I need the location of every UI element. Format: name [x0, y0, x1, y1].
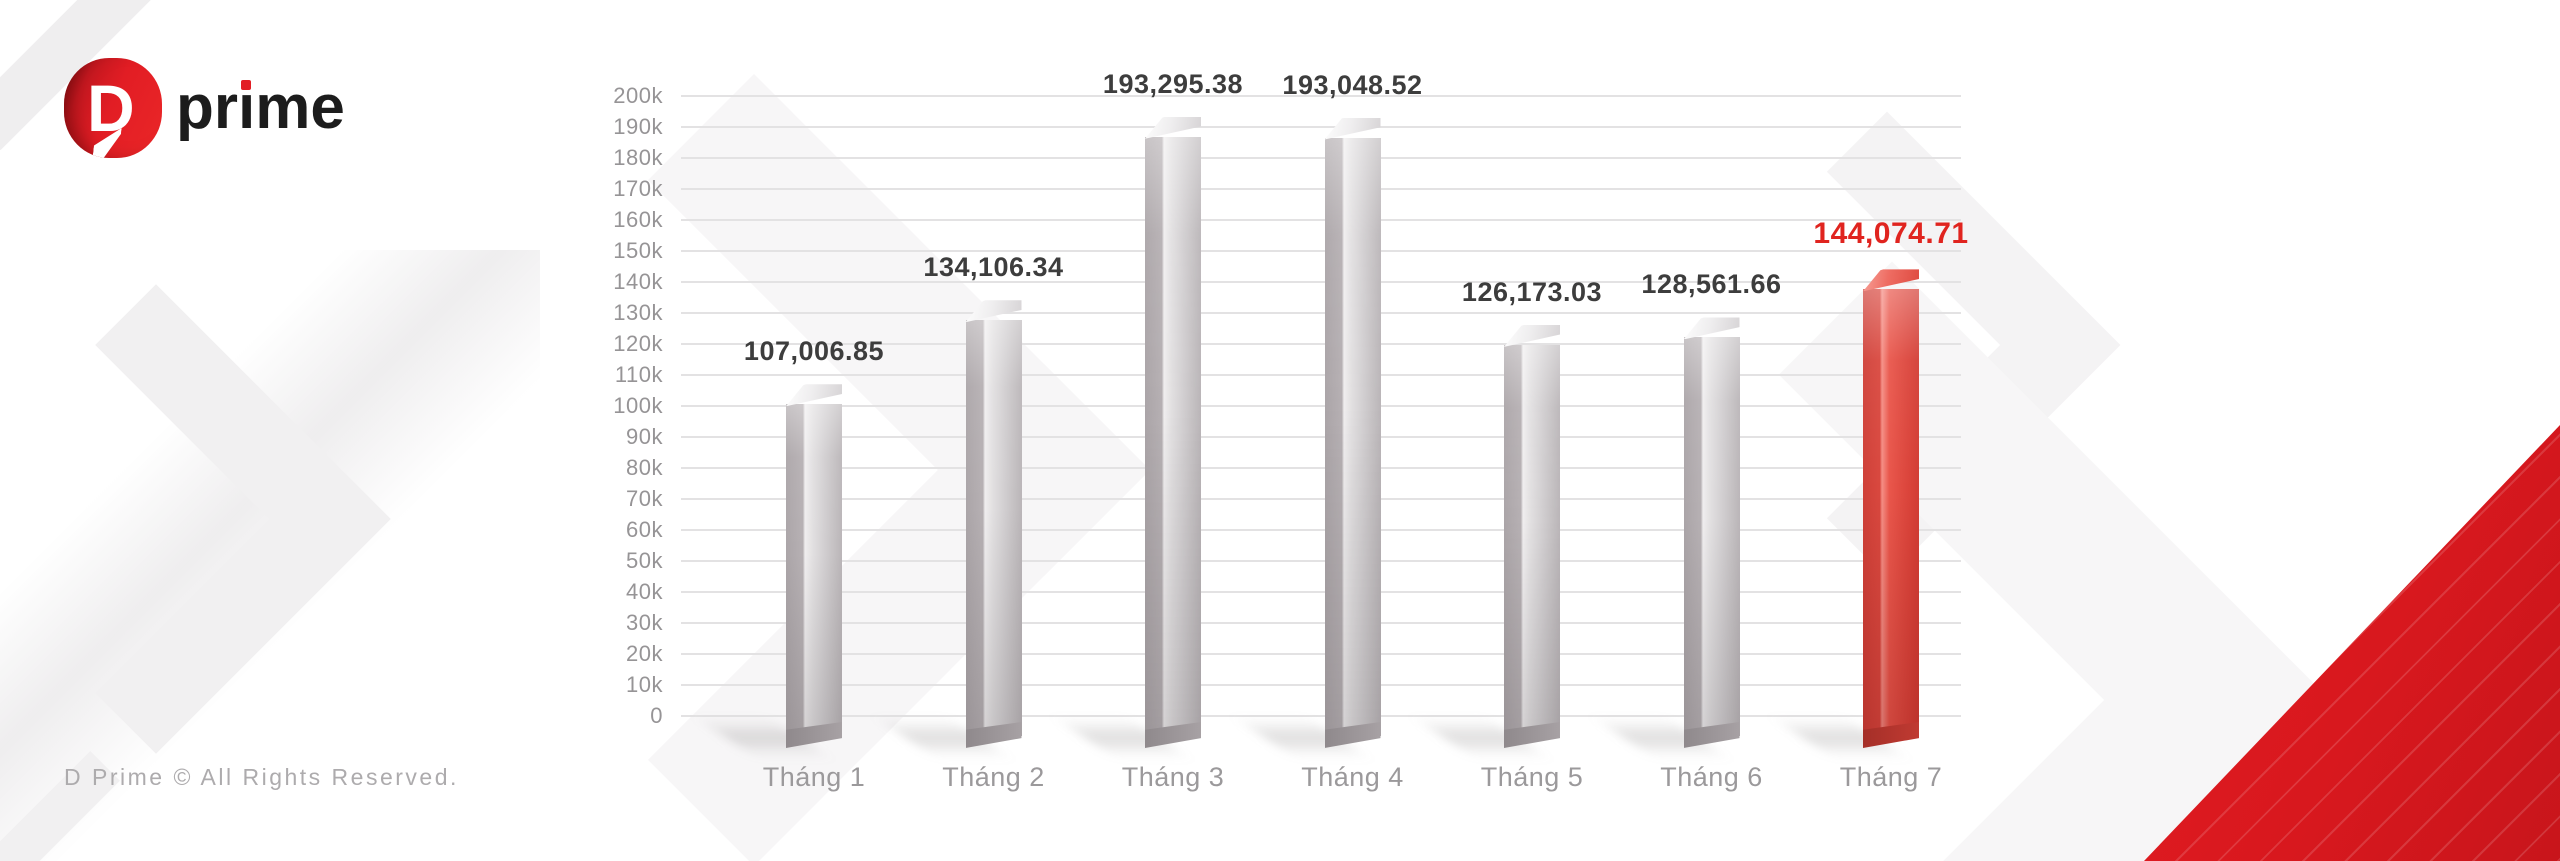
x-axis-label: Tháng 5: [1480, 762, 1584, 792]
y-tick-label: 130k: [613, 300, 663, 325]
bar-front-face: [1683, 337, 1740, 736]
bar-front-face: [1324, 137, 1381, 736]
y-tick-label: 30k: [626, 610, 663, 635]
bar-value-label: 193,295.38: [1102, 68, 1244, 99]
y-tick-label: 80k: [626, 455, 663, 480]
bar-front-face: [1504, 344, 1560, 736]
y-tick-label: 150k: [613, 238, 663, 263]
gridline: [681, 95, 1961, 97]
bar-top-face: [1863, 269, 1919, 292]
y-tick-label: 40k: [626, 579, 663, 604]
x-axis-label: Tháng 7: [1839, 762, 1943, 792]
gridline: [681, 498, 1961, 500]
gridline: [681, 312, 1961, 314]
y-tick-label: 140k: [613, 269, 663, 294]
bar: [1431, 324, 1560, 748]
gridline: [681, 157, 1961, 159]
y-tick-label: 10k: [626, 672, 663, 697]
gridline: [681, 405, 1961, 407]
y-tick-label: 50k: [626, 548, 663, 573]
bar-value-label: 134,106.34: [923, 252, 1064, 283]
y-tick-label: 120k: [613, 331, 663, 356]
x-axis-label: Tháng 4: [1301, 762, 1404, 792]
y-tick-label: 200k: [613, 83, 663, 108]
bar: [1251, 117, 1381, 748]
y-tick-label: 20k: [626, 641, 663, 666]
bar-front-face: [1863, 289, 1919, 736]
brand-logo-name: prı me: [176, 73, 345, 142]
bar-top-face: [1683, 317, 1740, 340]
bar-front-face: [965, 320, 1022, 736]
gridline: [681, 591, 1961, 593]
x-axis-label: Tháng 6: [1660, 762, 1763, 792]
gridline: [681, 281, 1961, 283]
gridline: [681, 343, 1961, 345]
bar-top-face: [965, 300, 1022, 323]
y-tick-label: 190k: [613, 114, 663, 139]
gridline: [681, 374, 1961, 376]
y-tick-label: 100k: [613, 393, 663, 418]
bar-value-label: 126,173.03: [1461, 276, 1603, 307]
bar-value-label: 107,006.85: [743, 336, 885, 367]
gridline: [681, 653, 1961, 655]
y-tick-label: 0: [650, 703, 663, 728]
gridline: [681, 560, 1961, 562]
gridline: [681, 529, 1961, 531]
y-tick-label: 110k: [614, 362, 663, 387]
y-tick-label: 60k: [626, 517, 663, 542]
gridline: [681, 684, 1961, 686]
logo-i-dot: [241, 80, 251, 90]
copyright-text: D Prime © All Rights Reserved.: [64, 764, 459, 790]
bar-top-face: [786, 384, 842, 407]
gridline: [681, 250, 1961, 252]
y-tick-label: 70k: [626, 486, 663, 511]
y-tick-label: 90k: [626, 424, 663, 449]
x-axis-label: Tháng 2: [942, 762, 1045, 792]
gridline: [681, 126, 1961, 128]
y-tick-label: 180k: [613, 145, 663, 170]
gridline: [681, 219, 1961, 221]
bar: [1072, 116, 1201, 748]
bar-front-face: [786, 404, 842, 736]
bar: [892, 300, 1022, 748]
bar-top-face: [1324, 117, 1381, 140]
gridline: [681, 467, 1961, 469]
bar-top-face: [1145, 116, 1201, 139]
bar-front-face: [1145, 136, 1201, 736]
bar-value-label: 193,048.52: [1282, 69, 1423, 100]
bar-top-face: [1504, 324, 1560, 347]
gridline: [681, 715, 1961, 717]
x-axis-label: Tháng 1: [762, 762, 866, 792]
y-tick-label: 170k: [613, 176, 663, 201]
bar: [1610, 317, 1740, 748]
brand-logo: D prı me: [64, 58, 345, 158]
bar-value-label: 144,074.71: [1813, 217, 1969, 251]
bar-highlight: [1790, 269, 1919, 748]
logo-letter-d: D: [87, 71, 135, 145]
gridline: [681, 188, 1961, 190]
bar: [713, 384, 842, 748]
bar-value-label: 128,561.66: [1641, 269, 1782, 300]
gridline: [681, 436, 1961, 438]
brand-logo-mark: D: [64, 58, 162, 158]
gridline: [681, 622, 1961, 624]
y-tick-label: 160k: [613, 207, 663, 232]
x-axis-label: Tháng 3: [1121, 762, 1225, 792]
